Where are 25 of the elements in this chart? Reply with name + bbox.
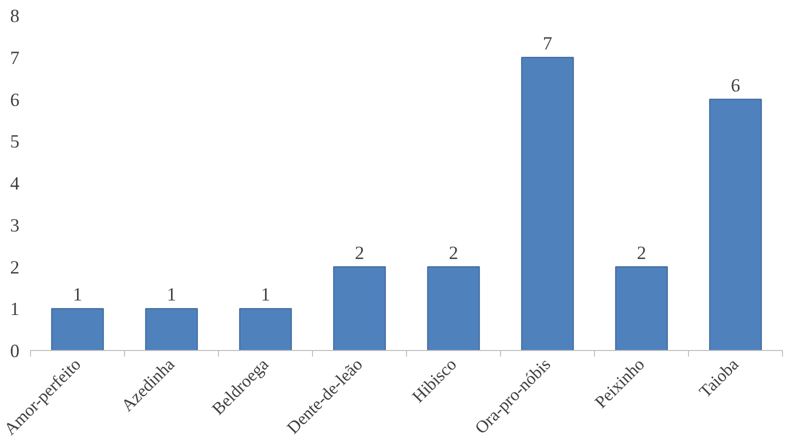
data-label: 7 [542, 33, 552, 54]
y-tick-label: 1 [10, 299, 20, 320]
bar [333, 266, 386, 350]
y-tick-label: 8 [10, 6, 20, 27]
bar [615, 266, 668, 350]
bar [709, 98, 762, 350]
data-label: 1 [72, 284, 82, 306]
bar [51, 308, 104, 350]
data-label: 2 [448, 242, 458, 264]
y-tick-label: 2 [10, 257, 20, 278]
bar [145, 308, 198, 350]
bar [521, 56, 574, 350]
y-tick-label: 0 [10, 341, 20, 362]
data-label: 2 [354, 242, 364, 264]
y-tick-label: 3 [10, 215, 20, 236]
bar [239, 308, 292, 350]
data-label: 2 [636, 242, 646, 264]
y-tick-label: 5 [10, 132, 20, 153]
y-tick-label: 4 [10, 174, 20, 194]
y-tick-label: 6 [10, 90, 20, 111]
data-label: 1 [260, 284, 270, 306]
data-label: 1 [166, 284, 176, 306]
bar [427, 266, 480, 350]
data-label: 6 [730, 75, 740, 96]
y-tick-label: 7 [10, 48, 20, 69]
